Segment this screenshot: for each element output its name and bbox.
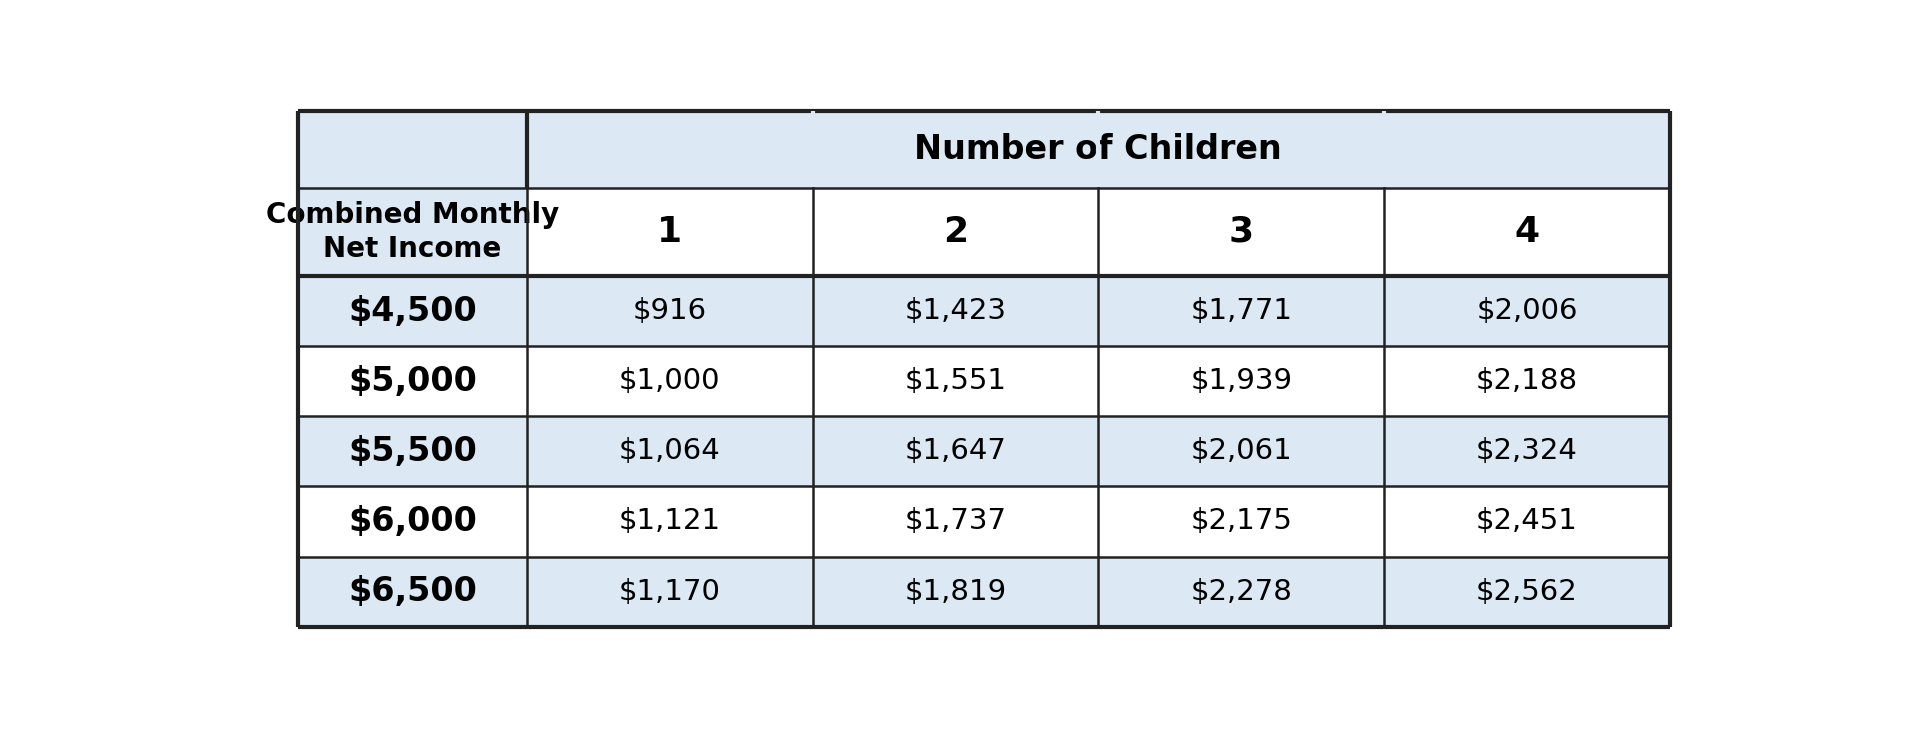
Text: 4: 4 xyxy=(1515,215,1540,249)
Bar xyxy=(298,111,526,188)
Bar xyxy=(298,416,526,486)
Text: $4,500: $4,500 xyxy=(348,295,476,328)
Bar xyxy=(1098,486,1384,556)
Bar xyxy=(526,486,812,556)
Text: $2,188: $2,188 xyxy=(1476,367,1578,396)
Bar xyxy=(1098,188,1384,276)
Text: $2,278: $2,278 xyxy=(1190,577,1292,606)
Bar xyxy=(812,346,1098,416)
Text: $1,170: $1,170 xyxy=(618,577,720,606)
Text: $2,451: $2,451 xyxy=(1476,507,1578,536)
Text: 1: 1 xyxy=(657,215,682,249)
Text: $1,647: $1,647 xyxy=(904,437,1006,466)
Text: $5,000: $5,000 xyxy=(348,365,476,398)
Bar xyxy=(812,188,1098,276)
Bar xyxy=(1384,556,1670,626)
Text: $1,121: $1,121 xyxy=(618,507,720,536)
Bar xyxy=(812,416,1098,486)
Text: Combined Monthly
Net Income: Combined Monthly Net Income xyxy=(265,201,559,264)
Text: $1,000: $1,000 xyxy=(618,367,720,396)
Text: $916: $916 xyxy=(632,297,707,326)
Text: $2,006: $2,006 xyxy=(1476,297,1578,326)
Text: $5,500: $5,500 xyxy=(348,435,476,468)
Bar xyxy=(812,486,1098,556)
Bar xyxy=(526,416,812,486)
Bar xyxy=(526,111,1670,188)
Text: $6,500: $6,500 xyxy=(348,575,476,608)
Text: $1,939: $1,939 xyxy=(1190,367,1292,396)
Bar xyxy=(298,188,526,276)
Text: $2,324: $2,324 xyxy=(1476,437,1578,466)
Text: $1,737: $1,737 xyxy=(904,507,1006,536)
Bar xyxy=(526,346,812,416)
Bar xyxy=(1098,556,1384,626)
Text: Number of Children: Number of Children xyxy=(914,133,1283,166)
Bar xyxy=(1384,416,1670,486)
Bar xyxy=(812,276,1098,346)
Text: 3: 3 xyxy=(1229,215,1254,249)
Bar xyxy=(1098,276,1384,346)
Bar xyxy=(526,276,812,346)
Bar xyxy=(526,556,812,626)
Text: $6,000: $6,000 xyxy=(348,505,476,538)
Bar xyxy=(298,346,526,416)
Text: $1,819: $1,819 xyxy=(904,577,1006,606)
Text: $2,175: $2,175 xyxy=(1190,507,1292,536)
Bar xyxy=(1384,188,1670,276)
Bar xyxy=(1384,486,1670,556)
Bar xyxy=(1098,346,1384,416)
Text: $2,562: $2,562 xyxy=(1476,577,1578,606)
Bar xyxy=(526,188,812,276)
Text: $1,423: $1,423 xyxy=(904,297,1006,326)
Text: $1,771: $1,771 xyxy=(1190,297,1292,326)
Bar xyxy=(1384,276,1670,346)
Bar xyxy=(298,276,526,346)
Bar xyxy=(1384,346,1670,416)
Text: $1,064: $1,064 xyxy=(618,437,720,466)
Text: $2,061: $2,061 xyxy=(1190,437,1292,466)
Bar xyxy=(298,556,526,626)
Text: 2: 2 xyxy=(943,215,968,249)
Bar xyxy=(1098,416,1384,486)
Text: $1,551: $1,551 xyxy=(904,367,1006,396)
Bar xyxy=(298,486,526,556)
Bar xyxy=(812,556,1098,626)
